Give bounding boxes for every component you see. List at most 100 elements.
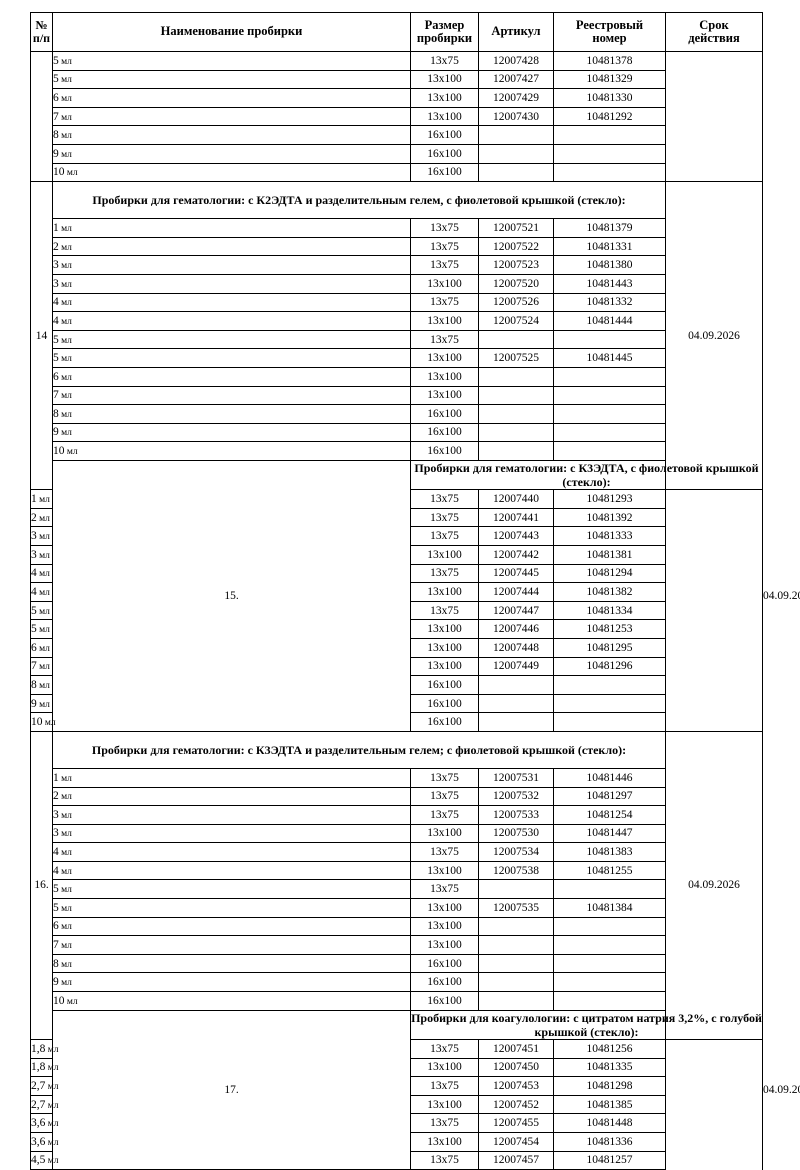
tube-volume-unit: мл xyxy=(58,941,72,952)
tube-volume: 8 xyxy=(53,407,59,420)
cell-article: 12007526 xyxy=(478,292,554,313)
cell-tube-name: 8 мл xyxy=(30,675,53,695)
tube-volume-unit: мл xyxy=(58,335,72,346)
table-header: № п/п Наименование пробирки Размер проби… xyxy=(30,12,763,52)
cell-article xyxy=(478,441,554,461)
tube-volume: 5 xyxy=(53,352,59,365)
table-row: 3 мл 13х100 12007520 10481443 xyxy=(31,273,763,294)
cell-tube-name: 3,6 мл xyxy=(30,1131,59,1152)
cell-registry-number xyxy=(553,366,666,387)
tube-volume-unit: мл xyxy=(45,1137,59,1148)
cell-tube-size: 13х75 xyxy=(410,879,479,900)
tube-volume-unit: мл xyxy=(58,866,72,877)
tube-volume-unit: мл xyxy=(36,513,50,524)
cell-tube-name: 1,8 мл xyxy=(30,1057,59,1078)
cell-registry-number: 10481443 xyxy=(553,273,666,294)
tube-volume-unit: мл xyxy=(45,1100,59,1111)
cell-article xyxy=(478,916,554,937)
cell-tube-size: 13х75 xyxy=(410,218,479,238)
cell-registry-number: 10481332 xyxy=(553,292,666,313)
section-header-row: 16. Пробирки для гематологии: с К3ЭДТА и … xyxy=(30,730,763,1040)
tube-volume: 2 xyxy=(31,511,37,524)
cell-tube-size: 13х75 xyxy=(410,600,479,621)
cell-article: 12007521 xyxy=(478,218,554,238)
cell-registry-number xyxy=(553,972,666,993)
cell-registry-number xyxy=(553,879,666,900)
cell-article xyxy=(478,712,554,732)
tube-volume: 10 xyxy=(31,716,43,729)
table-row: 6 мл 13х100 12007429 10481330 xyxy=(31,88,763,108)
cell-tube-name: 5 мл xyxy=(52,329,411,350)
cell-article xyxy=(478,366,554,387)
cell-article xyxy=(478,953,554,974)
tube-volume-unit: мл xyxy=(45,1119,59,1130)
column-header-registry: Реестровый номер xyxy=(553,12,666,52)
cell-tube-size: 13х100 xyxy=(410,273,479,294)
tube-volume-unit: мл xyxy=(58,75,72,86)
table-row: 8 мл 16х100 xyxy=(30,675,763,695)
cell-tube-size: 13х100 xyxy=(410,1131,479,1152)
cell-article: 12007441 xyxy=(478,507,554,528)
tube-volume-unit: мл xyxy=(58,848,72,859)
cell-registry-number: 10481294 xyxy=(553,563,666,584)
cell-tube-name: 3,6 мл xyxy=(30,1113,59,1133)
tube-volume-unit: мл xyxy=(58,391,72,402)
table-row: 5 мл 13х100 12007446 10481253 xyxy=(30,619,763,639)
cell-registry-number: 10481295 xyxy=(553,637,666,658)
cell-tube-name: 9 мл xyxy=(52,143,411,164)
cell-tube-size: 13х100 xyxy=(410,311,479,331)
section-number: 17. xyxy=(52,1009,411,1170)
cell-tube-name: 3 мл xyxy=(52,273,411,294)
tube-volume-unit: мл xyxy=(58,261,72,272)
tube-volume-unit: мл xyxy=(58,316,72,327)
cell-tube-size: 13х100 xyxy=(410,348,479,368)
tube-volume-unit: мл xyxy=(42,718,56,729)
tube-volume-unit: мл xyxy=(58,112,72,123)
cell-article xyxy=(478,693,554,714)
cell-tube-name: 3 мл xyxy=(52,823,411,844)
tube-volume-unit: мл xyxy=(58,93,72,104)
tube-volume-unit: мл xyxy=(36,532,50,543)
cell-article: 12007451 xyxy=(478,1038,554,1059)
cell-tube-name: 7 мл xyxy=(30,656,53,677)
cell-article: 12007448 xyxy=(478,637,554,658)
table-row: 2,7 мл 13х75 12007453 10481298 xyxy=(30,1076,763,1096)
cell-registry-number: 10481296 xyxy=(553,656,666,677)
table-row: 3 мл 13х75 12007523 10481380 xyxy=(31,255,763,275)
cell-registry-number: 10481256 xyxy=(553,1038,666,1059)
tube-volume: 3 xyxy=(53,277,59,290)
table-row: 9 мл 16х100 xyxy=(30,693,763,714)
section-title: Пробирки для гематологии: с К3ЭДТА и раз… xyxy=(52,730,666,769)
cell-tube-size: 13х100 xyxy=(410,582,479,602)
tube-volume: 9 xyxy=(31,697,37,710)
cell-registry-number xyxy=(553,916,666,937)
cell-tube-size: 13х100 xyxy=(410,1057,479,1078)
cell-tube-size: 13х100 xyxy=(410,1094,479,1115)
tube-volume-unit: мл xyxy=(58,242,72,253)
tube-volume-unit: мл xyxy=(45,1156,59,1167)
cell-registry-number xyxy=(553,935,666,955)
tube-volume: 4,5 xyxy=(31,1154,46,1167)
cell-tube-size: 13х75 xyxy=(410,1113,479,1133)
cell-article: 12007533 xyxy=(478,805,554,825)
cell-tube-size: 13х100 xyxy=(410,935,479,955)
tube-volume: 10 xyxy=(53,994,65,1007)
tube-volume: 6 xyxy=(53,920,59,933)
tube-volume: 5 xyxy=(53,54,59,67)
tube-volume: 3 xyxy=(31,548,37,561)
tube-volume: 1,8 xyxy=(31,1061,46,1074)
table-row: 4 мл 13х75 12007526 10481332 xyxy=(31,292,763,313)
tube-volume: 10 xyxy=(53,445,65,458)
cell-tube-name: 3 мл xyxy=(30,526,53,546)
cell-tube-name: 4,5 мл xyxy=(30,1150,59,1170)
cell-tube-name: 6 мл xyxy=(52,916,411,937)
cell-tube-size: 13х75 xyxy=(410,1076,479,1096)
cell-registry-number: 10481336 xyxy=(553,1131,666,1152)
section-header-row: 17. Пробирки для коагулологии: с цитратом… xyxy=(31,1009,800,1170)
table-row: 10 мл 16х100 xyxy=(31,991,763,1011)
column-header-name: Наименование пробирки xyxy=(52,12,411,52)
section-number: 14 xyxy=(30,181,53,491)
tube-volume: 2,7 xyxy=(31,1079,46,1092)
tube-volume: 3 xyxy=(53,808,59,821)
cell-tube-size: 16х100 xyxy=(410,693,479,714)
